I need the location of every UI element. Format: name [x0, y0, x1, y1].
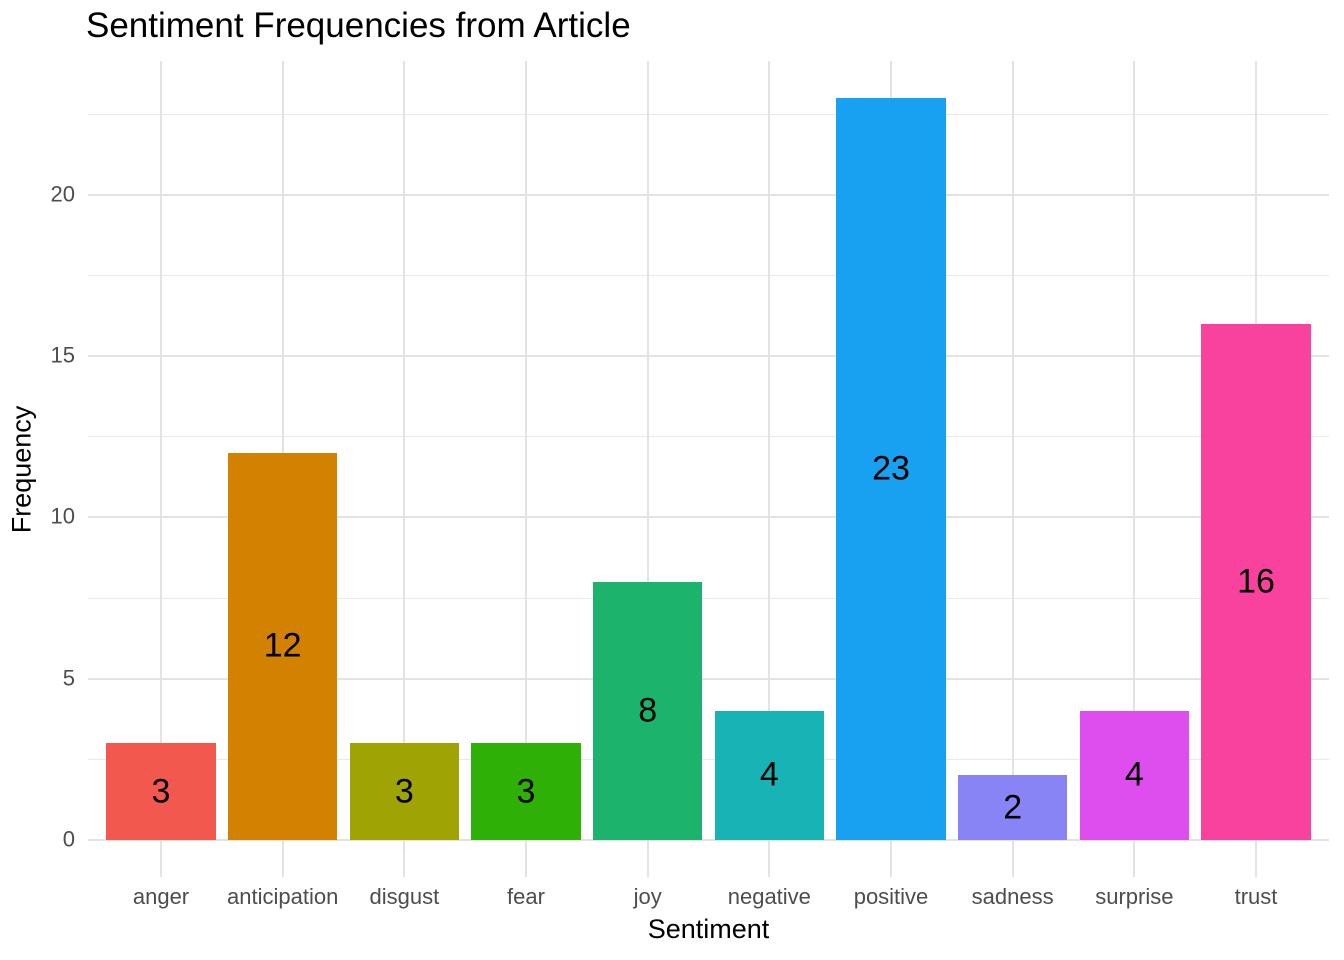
y-tick-label-20: 20: [50, 181, 75, 207]
x-tick-label-sadness: sadness: [971, 884, 1054, 909]
bar-value-label-trust: 16: [1237, 562, 1275, 601]
bar-value-label-anticipation: 12: [263, 626, 302, 665]
y-gridline-minor: [88, 597, 1329, 599]
bar-disgust: [349, 743, 460, 840]
bar-anticipation: [227, 452, 338, 840]
x-tick-label-fear: fear: [507, 884, 545, 909]
y-tick-label-5: 5: [62, 665, 75, 691]
x-gridline-anger: [160, 61, 162, 877]
bar-fear: [471, 743, 581, 840]
chart-title: Sentiment Frequencies from Article: [86, 6, 631, 45]
bar-anger: [106, 743, 216, 840]
x-gridline-surprise: [1133, 61, 1136, 877]
y-tick-label-0: 0: [62, 826, 75, 852]
bar-negative: [714, 710, 825, 840]
bar-positive: [836, 98, 946, 840]
y-gridline-minor: [88, 758, 1329, 760]
y-tick-label-10: 10: [50, 503, 75, 529]
bar-value-label-fear: 3: [516, 772, 536, 811]
x-axis-title: Sentiment: [647, 914, 770, 944]
bar-value-label-disgust: 3: [394, 772, 414, 811]
x-tick-label-anger: anger: [132, 884, 190, 909]
bar-value-label-sadness: 2: [1003, 788, 1023, 827]
bar-value-label-surprise: 4: [1124, 755, 1144, 794]
y-tick-label-15: 15: [50, 342, 75, 368]
y-gridline-major: [88, 193, 1329, 196]
x-tick-label-positive: positive: [853, 884, 929, 909]
bar-trust: [1201, 323, 1311, 840]
x-tick-label-disgust: disgust: [369, 884, 440, 909]
y-gridline-major: [88, 516, 1329, 519]
bar-value-label-positive: 23: [872, 449, 910, 488]
bar-joy: [592, 581, 703, 840]
y-gridline-minor: [88, 274, 1329, 276]
bar-value-label-anger: 3: [151, 772, 171, 811]
x-gridline-sadness: [1011, 61, 1014, 877]
bar-sadness: [957, 775, 1068, 840]
y-gridline-major: [88, 355, 1329, 358]
bar-value-label-joy: 8: [638, 691, 658, 730]
x-gridline-fear: [525, 61, 527, 877]
x-gridline-negative: [768, 61, 771, 877]
bar-surprise: [1079, 710, 1190, 840]
x-tick-label-anticipation: anticipation: [227, 884, 339, 909]
x-tick-label-surprise: surprise: [1095, 884, 1174, 909]
x-gridline-joy: [646, 61, 649, 877]
x-tick-label-joy: joy: [633, 884, 662, 909]
y-gridline-major: [88, 838, 1329, 841]
y-gridline-minor: [88, 113, 1329, 115]
x-gridline-disgust: [403, 61, 406, 877]
x-tick-label-trust: trust: [1234, 884, 1278, 909]
y-gridline-major: [88, 677, 1329, 680]
x-tick-label-negative: negative: [727, 884, 811, 909]
bar-value-label-negative: 4: [759, 755, 779, 794]
y-gridline-minor: [88, 436, 1329, 438]
